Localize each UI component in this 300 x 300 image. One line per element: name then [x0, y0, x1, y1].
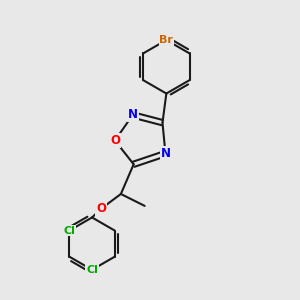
Text: Cl: Cl [64, 226, 75, 236]
Text: N: N [128, 108, 138, 122]
Text: O: O [110, 134, 120, 147]
Text: Br: Br [159, 35, 173, 45]
Text: Cl: Cl [86, 265, 98, 275]
Text: N: N [160, 147, 170, 160]
Text: O: O [96, 202, 106, 215]
